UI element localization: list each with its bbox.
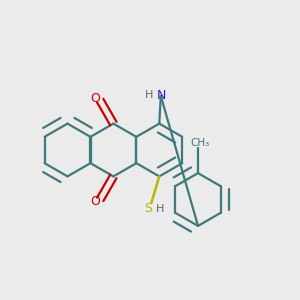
Text: CH₃: CH₃ [191, 138, 210, 148]
Text: N: N [157, 89, 166, 102]
Text: O: O [90, 195, 100, 208]
Text: H: H [145, 90, 154, 100]
Text: S: S [144, 202, 152, 215]
Text: H: H [156, 204, 165, 214]
Text: O: O [90, 92, 100, 105]
